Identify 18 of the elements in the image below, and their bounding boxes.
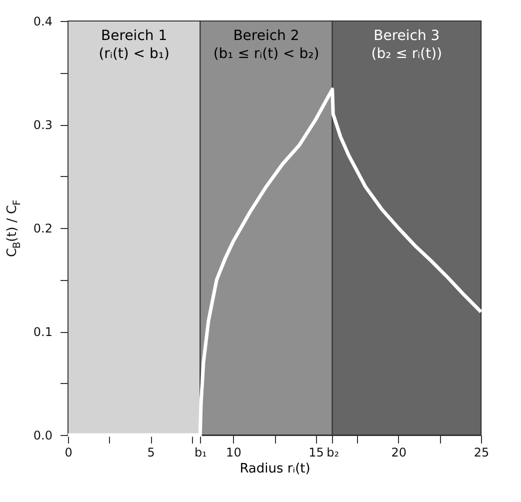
x-tick-label: 20 [391, 446, 407, 460]
y-tick-label: 0.3 [33, 118, 52, 132]
y-tick-label: 0.4 [33, 14, 52, 28]
y-tick-label: 0.2 [33, 222, 52, 236]
x-axis-title: Radius rᵢ(t) [240, 462, 310, 476]
y-tick-label: 0.0 [33, 428, 52, 442]
x-tick-label: 0 [64, 446, 72, 460]
band-label: Bereich 1 (rᵢ(t) < b₁) [98, 28, 170, 62]
x-tick-label: b₁ [194, 446, 208, 460]
y-axis-title: CB(t) / CF [5, 199, 23, 258]
band-label: Bereich 2 (b₁ ≤ rᵢ(t) < b₂) [213, 28, 320, 62]
x-tick-label: 5 [147, 446, 155, 460]
x-tick-label: 15 [308, 446, 324, 460]
band-label: Bereich 3 (b₂ ≤ rᵢ(t)) [371, 28, 442, 62]
x-tick-label: 25 [474, 446, 490, 460]
x-tick-label: b₂ [326, 446, 340, 460]
y-tick-label: 0.1 [33, 325, 52, 339]
x-tick-label: 10 [226, 446, 242, 460]
